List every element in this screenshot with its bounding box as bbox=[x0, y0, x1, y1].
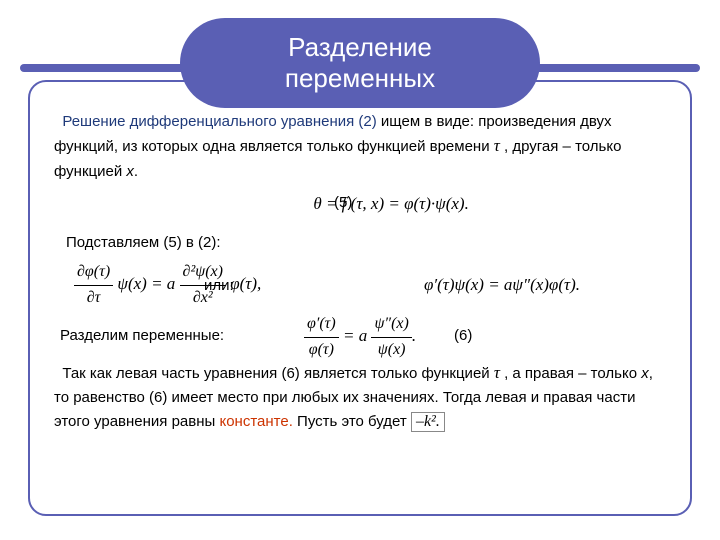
concl-p4: Пусть это будет bbox=[293, 413, 411, 430]
slide: Разделение переменных Решение дифференци… bbox=[0, 0, 720, 540]
x-var: x bbox=[126, 163, 134, 180]
pde-phi: φ(τ), bbox=[230, 274, 261, 293]
eq6-rhs-den: ψ(x) bbox=[371, 338, 411, 363]
substitute-label: Подставляем (5) в (2): bbox=[66, 231, 666, 254]
eq6-lhs-den: φ(τ) bbox=[304, 338, 339, 363]
k-squared-box: –k². bbox=[411, 412, 445, 432]
equation-5-row: θ = f (τ, x) = φ(τ)·ψ(x). (5) bbox=[54, 185, 666, 229]
concl-p2: , а правая – только bbox=[500, 365, 641, 382]
body-text: Решение дифференциального уравнения (2) … bbox=[54, 110, 666, 434]
content-frame: Решение дифференциального уравнения (2) … bbox=[28, 80, 692, 516]
pde-primed: φ′(τ)ψ(x) = aψ″(x)φ(τ). bbox=[424, 272, 580, 298]
separate-label: Разделим переменные: bbox=[60, 324, 224, 347]
const-word: константе. bbox=[219, 413, 292, 430]
equation-pde-row: ∂φ(τ)∂τ ψ(x) = a ∂²ψ(x)∂x² φ(τ), или: φ′… bbox=[54, 256, 666, 310]
slide-title: Разделение переменных bbox=[180, 18, 540, 108]
pde-psi: ψ(x) = a bbox=[117, 274, 175, 293]
intro-tail-b: . bbox=[134, 163, 138, 180]
concl-p1: Так как левая часть уравнения (6) являет… bbox=[62, 365, 493, 382]
pde-lhs-den: ∂τ bbox=[74, 286, 113, 311]
equation-6: φ′(τ)φ(τ) = a ψ″(x)ψ(x). bbox=[304, 312, 416, 363]
eq6-rhs-num: ψ″(x) bbox=[371, 312, 411, 338]
eq6-dot: . bbox=[412, 326, 416, 345]
eq6-lhs-num: φ′(τ) bbox=[304, 312, 339, 338]
pde-lhs-num: ∂φ(τ) bbox=[74, 260, 113, 286]
equation-6-label: (6) bbox=[454, 324, 472, 347]
eq6-eq: = a bbox=[339, 326, 372, 345]
equation-6-row: Разделим переменные: φ′(τ)φ(τ) = a ψ″(x)… bbox=[54, 310, 666, 358]
x-var-2: х bbox=[641, 365, 649, 382]
conclusion-paragraph: Так как левая часть уравнения (6) являет… bbox=[54, 360, 666, 434]
intro-highlight: Решение дифференциального уравнения (2) bbox=[62, 113, 376, 130]
equation-5-label: (5) bbox=[334, 191, 352, 214]
intro-paragraph: Решение дифференциального уравнения (2) … bbox=[54, 110, 666, 183]
or-label: или: bbox=[204, 274, 234, 297]
